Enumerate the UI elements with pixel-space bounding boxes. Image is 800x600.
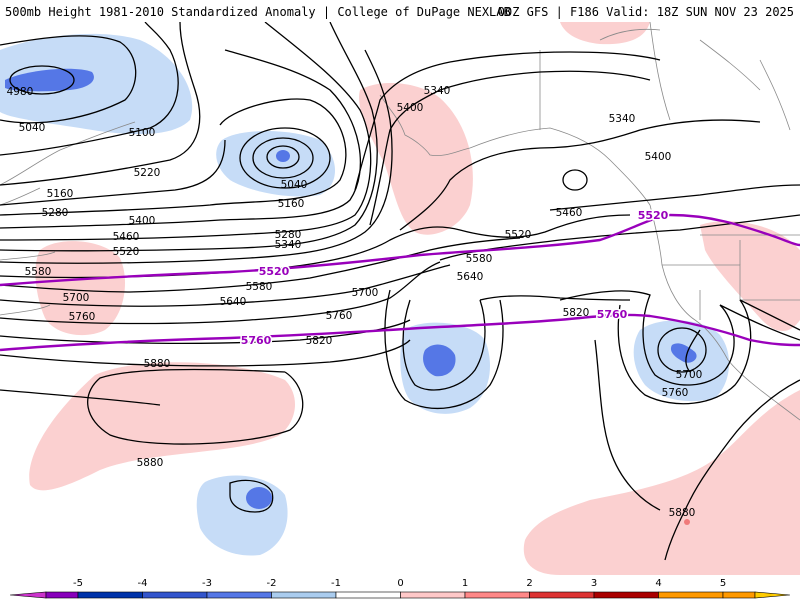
highlight-contour-label: 5760 [597,308,628,321]
colorbar-tick-label: -5 [73,578,83,589]
contour-label: 5220 [134,167,161,179]
highlight-contour-label: 5520 [638,209,669,222]
colorbar-swatch [593,591,659,599]
colorbar-tick-label: -3 [202,578,212,589]
contour-label: 5520 [113,246,140,258]
highlight-contour-label: 5760 [241,334,272,347]
contour-label: 5340 [424,85,451,97]
contour-label: 5520 [505,229,532,241]
colorbar-swatch [45,591,79,599]
colorbar-swatch [464,591,530,599]
contour-label: 5460 [113,231,140,243]
contour-labels: 4980 5040 5100 5160 5280 5220 5040 5160 … [7,85,703,519]
positive-anomaly-core [684,519,690,525]
positive-anomaly-areas [29,22,800,575]
contour-label: 5040 [281,179,308,191]
colorbar-tick-label: 0 [397,578,403,589]
contour-label: 5820 [563,307,590,319]
colorbar-swatch [400,591,466,599]
contour-label: 5460 [556,207,583,219]
contour-label: 5700 [63,292,90,304]
contour-label: 5760 [326,310,353,322]
colorbar-swatches [9,591,791,599]
contour-label: 5880 [137,457,164,469]
colorbar-tick-label: 4 [655,578,661,589]
contour-label: 5040 [19,122,46,134]
colorbar-swatch [754,591,791,599]
colorbar-swatch [271,591,337,599]
anomaly-colorbar: -5 -4 -3 -2 -1 0 1 2 3 4 5 [9,578,791,599]
colorbar-tick-label: -1 [331,578,341,589]
map-header: 500mb Height 1981-2010 Standardized Anom… [0,0,800,22]
colorbar-tick-label: 2 [526,578,532,589]
coastlines-and-borders [0,22,800,421]
contour-label: 5340 [275,239,302,251]
colorbar-tick-label: -2 [267,578,277,589]
colorbar-swatch [9,591,47,599]
colorbar-swatch [722,591,756,599]
anomaly-map: 4980 5040 5100 5160 5280 5220 5040 5160 … [0,22,800,575]
contour-label: 5580 [246,281,273,293]
contour-label: 5760 [662,387,689,399]
contour-label: 5760 [69,311,96,323]
colorbar-swatch [335,591,401,599]
contour-label: 5400 [645,151,672,163]
contour-label: 5400 [129,215,156,227]
colorbar-tick-labels: -5 -4 -3 -2 -1 0 1 2 3 4 5 [73,578,726,589]
contour-label: 5700 [676,369,703,381]
negative-anomaly-areas [0,33,730,556]
contour-label: 5880 [669,507,696,519]
contour-label: 5700 [352,287,379,299]
contour-label: 5340 [609,113,636,125]
model-run-info: 00Z GFS | F186 Valid: 18Z SUN NOV 23 202… [497,5,794,19]
colorbar-swatch [658,591,724,599]
contour-label: 5640 [457,271,484,283]
contour-label: 5580 [25,266,52,278]
colorbar-swatch [142,591,208,599]
highlight-contour-labels: 5520 5760 5520 5760 [239,208,670,349]
contour-label: 5400 [397,102,424,114]
contour-label: 4980 [7,86,34,98]
colorbar-swatch [77,591,143,599]
colorbar-tick-label: -4 [138,578,148,589]
contour-label: 5100 [129,127,156,139]
map-title: 500mb Height 1981-2010 Standardized Anom… [5,5,511,19]
contour-label: 5640 [220,296,247,308]
colorbar-swatch [206,591,272,599]
colorbar-tick-label: 3 [591,578,597,589]
highlight-contour-label: 5520 [259,265,290,278]
contour-label: 5280 [275,229,302,241]
contour-label: 5160 [278,198,305,210]
contour-label: 5820 [306,335,333,347]
contour-label: 5580 [466,253,493,265]
colorbar-tick-label: 1 [462,578,468,589]
highlight-contours [0,213,800,352]
contour-label: 5160 [47,188,74,200]
colorbar-swatch [529,591,595,599]
colorbar-tick-label: 5 [720,578,726,589]
contour-label: 5280 [42,207,69,219]
height-contours [0,22,800,561]
contour-label: 5880 [144,358,171,370]
